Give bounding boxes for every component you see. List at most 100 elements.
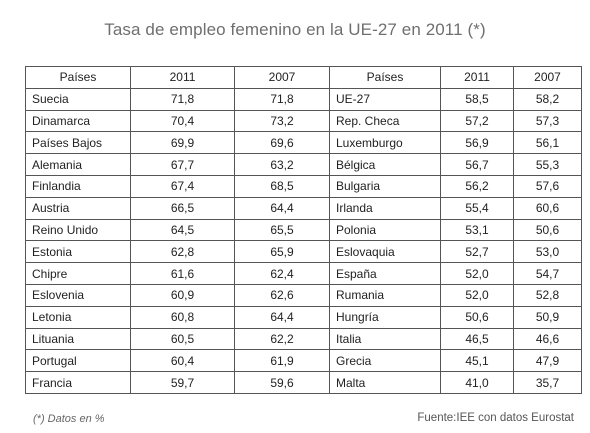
country-cell: Bulgaria <box>329 174 441 198</box>
value-2007-cell: 64,4 <box>234 305 330 329</box>
value-2011-cell: 52,0 <box>440 262 514 285</box>
value-2007-cell: 54,7 <box>513 262 582 285</box>
table-row: Letonia 60,8 64,4 Hungría 50,6 50,9 <box>25 305 582 329</box>
table-row: Chipre 61,6 62,4 España 52,0 54,7 <box>25 262 582 285</box>
value-2007-cell: 50,6 <box>513 218 582 242</box>
country-cell: Chipre <box>25 262 131 285</box>
country-cell: Austria <box>25 196 131 220</box>
value-2011-cell: 66,5 <box>130 196 235 220</box>
value-2007-cell: 58,2 <box>513 87 582 111</box>
column-header: Países <box>329 66 441 89</box>
value-2011-cell: 56,9 <box>440 131 514 155</box>
table-header-row: Países 2011 2007 Países 2011 2007 <box>25 66 582 89</box>
value-2007-cell: 62,2 <box>234 327 330 351</box>
country-cell: Portugal <box>25 349 131 373</box>
table-row: Eslovenia 60,9 62,6 Rumania 52,0 52,8 <box>25 283 582 307</box>
table-row: Lituania 60,5 62,2 Italia 46,5 46,6 <box>25 327 582 351</box>
table-row: Estonia 62,8 65,9 Eslovaquia 52,7 53,0 <box>25 240 582 264</box>
column-header: 2011 <box>130 66 235 89</box>
value-2007-cell: 65,9 <box>234 240 330 264</box>
value-2007-cell: 56,1 <box>513 131 582 155</box>
value-2011-cell: 45,1 <box>440 349 514 373</box>
country-cell: Reino Unido <box>25 218 131 242</box>
value-2011-cell: 67,7 <box>130 153 235 176</box>
country-cell: Bélgica <box>329 153 441 176</box>
value-2007-cell: 35,7 <box>513 371 582 394</box>
table-row: Dinamarca 70,4 73,2 Rep. Checa 57,2 57,3 <box>25 109 582 133</box>
value-2011-cell: 61,6 <box>130 262 235 285</box>
country-cell: Estonia <box>25 240 131 264</box>
value-2011-cell: 57,2 <box>440 109 514 133</box>
country-cell: Eslovaquia <box>329 240 441 264</box>
footnote: (*) Datos en % <box>33 413 105 425</box>
country-cell: Francia <box>25 371 131 394</box>
value-2011-cell: 71,8 <box>130 87 235 111</box>
value-2011-cell: 46,5 <box>440 327 514 351</box>
value-2007-cell: 63,2 <box>234 153 330 176</box>
value-2011-cell: 58,5 <box>440 87 514 111</box>
country-cell: España <box>329 262 441 285</box>
value-2011-cell: 60,4 <box>130 349 235 373</box>
value-2007-cell: 68,5 <box>234 174 330 198</box>
value-2007-cell: 60,6 <box>513 196 582 220</box>
value-2011-cell: 56,7 <box>440 153 514 176</box>
employment-table: Países 2011 2007 Países 2011 2007 Suecia… <box>25 66 582 394</box>
value-2007-cell: 57,6 <box>513 174 582 198</box>
value-2011-cell: 69,9 <box>130 131 235 155</box>
column-header: 2007 <box>513 66 582 89</box>
country-cell: Luxemburgo <box>329 131 441 155</box>
value-2007-cell: 50,9 <box>513 305 582 329</box>
table-row: Alemania 67,7 63,2 Bélgica 56,7 55,3 <box>25 153 582 176</box>
value-2007-cell: 64,4 <box>234 196 330 220</box>
value-2007-cell: 62,6 <box>234 283 330 307</box>
value-2007-cell: 53,0 <box>513 240 582 264</box>
country-cell: Grecia <box>329 349 441 373</box>
table-row: Países Bajos 69,9 69,6 Luxemburgo 56,9 56,1 <box>25 131 582 155</box>
value-2011-cell: 53,1 <box>440 218 514 242</box>
value-2007-cell: 61,9 <box>234 349 330 373</box>
value-2011-cell: 41,0 <box>440 371 514 394</box>
value-2011-cell: 50,6 <box>440 305 514 329</box>
value-2011-cell: 55,4 <box>440 196 514 220</box>
value-2011-cell: 62,8 <box>130 240 235 264</box>
value-2007-cell: 69,6 <box>234 131 330 155</box>
value-2007-cell: 65,5 <box>234 218 330 242</box>
country-cell: Dinamarca <box>25 109 131 133</box>
column-header: 2007 <box>234 66 330 89</box>
value-2011-cell: 52,7 <box>440 240 514 264</box>
value-2007-cell: 46,6 <box>513 327 582 351</box>
value-2007-cell: 62,4 <box>234 262 330 285</box>
country-cell: Rumania <box>329 283 441 307</box>
table-row: Portugal 60,4 61,9 Grecia 45,1 47,9 <box>25 349 582 373</box>
value-2011-cell: 60,9 <box>130 283 235 307</box>
country-cell: Hungría <box>329 305 441 329</box>
source-note: Fuente:IEE con datos Eurostat <box>417 412 574 424</box>
country-cell: Polonia <box>329 218 441 242</box>
value-2011-cell: 64,5 <box>130 218 235 242</box>
value-2007-cell: 47,9 <box>513 349 582 373</box>
country-cell: Eslovenia <box>25 283 131 307</box>
value-2007-cell: 55,3 <box>513 153 582 176</box>
value-2011-cell: 59,7 <box>130 371 235 394</box>
table-row: Austria 66,5 64,4 Irlanda 55,4 60,6 <box>25 196 582 220</box>
country-cell: Suecia <box>25 87 131 111</box>
country-cell: Alemania <box>25 153 131 176</box>
value-2011-cell: 60,5 <box>130 327 235 351</box>
table-row: Finlandia 67,4 68,5 Bulgaria 56,2 57,6 <box>25 174 582 198</box>
value-2011-cell: 60,8 <box>130 305 235 329</box>
value-2011-cell: 70,4 <box>130 109 235 133</box>
value-2011-cell: 56,2 <box>440 174 514 198</box>
country-cell: Países Bajos <box>25 131 131 155</box>
page-title: Tasa de empleo femenino en la UE-27 en 2… <box>104 20 486 39</box>
value-2007-cell: 52,8 <box>513 283 582 307</box>
value-2007-cell: 57,3 <box>513 109 582 133</box>
table-row: Suecia 71,8 71,8 UE-27 58,5 58,2 <box>25 87 582 111</box>
country-cell: Lituania <box>25 327 131 351</box>
column-header: 2011 <box>440 66 514 89</box>
table-row: Francia 59,7 59,6 Malta 41,0 35,7 <box>25 371 582 394</box>
value-2011-cell: 52,0 <box>440 283 514 307</box>
country-cell: UE-27 <box>329 87 441 111</box>
country-cell: Letonia <box>25 305 131 329</box>
column-header: Países <box>25 66 131 89</box>
value-2007-cell: 59,6 <box>234 371 330 394</box>
